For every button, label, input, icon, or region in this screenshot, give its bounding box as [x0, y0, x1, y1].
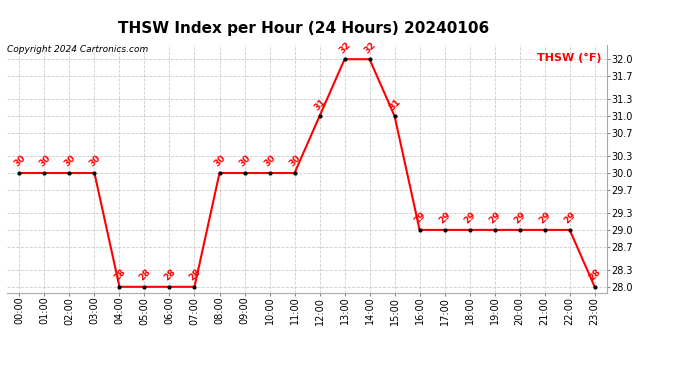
- Text: 30: 30: [263, 154, 277, 169]
- Text: 29: 29: [488, 210, 503, 226]
- Text: 28: 28: [588, 267, 603, 283]
- Text: THSW Index per Hour (24 Hours) 20240106: THSW Index per Hour (24 Hours) 20240106: [118, 21, 489, 36]
- Text: 31: 31: [388, 97, 403, 112]
- Text: 32: 32: [337, 40, 353, 55]
- Text: 29: 29: [513, 210, 528, 226]
- Text: 28: 28: [163, 267, 178, 283]
- Text: 29: 29: [437, 210, 453, 226]
- Text: THSW (°F): THSW (°F): [537, 53, 601, 63]
- Text: 29: 29: [563, 210, 578, 226]
- Text: 30: 30: [63, 154, 77, 169]
- Text: 32: 32: [363, 40, 378, 55]
- Text: 30: 30: [88, 154, 103, 169]
- Text: 29: 29: [538, 210, 553, 226]
- Text: 30: 30: [37, 154, 52, 169]
- Text: 28: 28: [188, 267, 203, 283]
- Text: 29: 29: [463, 210, 478, 226]
- Text: 30: 30: [288, 154, 303, 169]
- Text: 31: 31: [313, 97, 328, 112]
- Text: 28: 28: [112, 267, 128, 283]
- Text: 30: 30: [12, 154, 28, 169]
- Text: 28: 28: [137, 267, 152, 283]
- Text: 30: 30: [213, 154, 228, 169]
- Text: 29: 29: [413, 210, 428, 226]
- Text: Copyright 2024 Cartronics.com: Copyright 2024 Cartronics.com: [7, 45, 148, 54]
- Text: 30: 30: [237, 154, 253, 169]
